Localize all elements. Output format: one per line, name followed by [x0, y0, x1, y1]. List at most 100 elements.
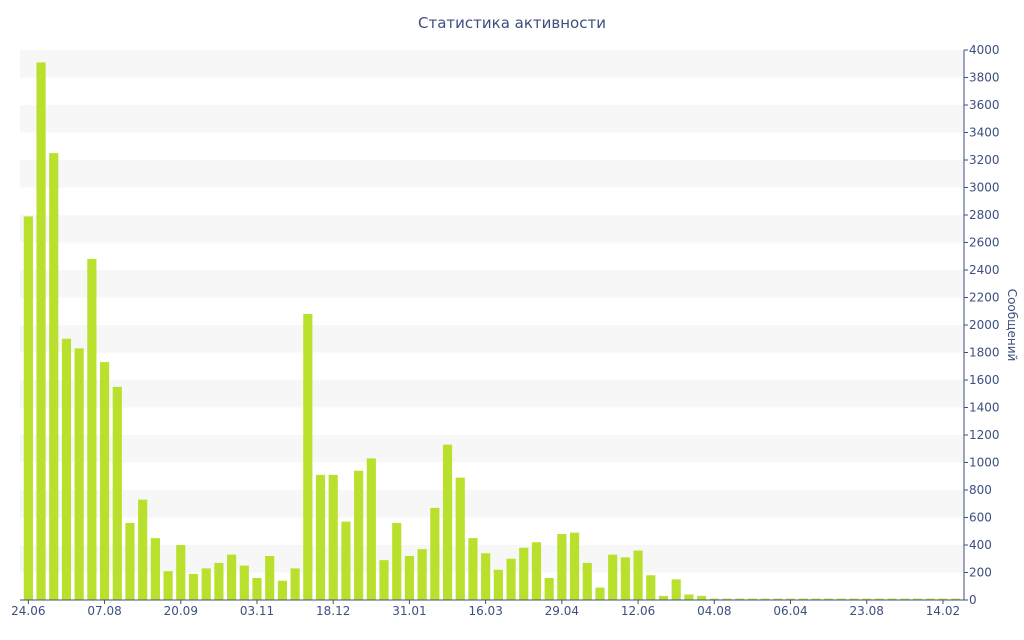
bar[interactable]: [315, 474, 326, 601]
bar[interactable]: [506, 558, 516, 600]
grid-band: [20, 545, 964, 573]
grid-band: [20, 490, 964, 518]
bar[interactable]: [468, 538, 478, 601]
grid-band: [20, 325, 964, 353]
grid-band: [20, 105, 964, 133]
bar[interactable]: [176, 545, 186, 600]
bar[interactable]: [544, 578, 554, 600]
bar[interactable]: [87, 259, 97, 600]
y-tick-label: 3800: [969, 71, 1000, 85]
bar[interactable]: [36, 62, 46, 601]
bar[interactable]: [671, 579, 681, 601]
bar[interactable]: [925, 598, 935, 601]
bar[interactable]: [417, 549, 427, 601]
bar[interactable]: [951, 598, 961, 601]
x-tick-label: 18.12: [316, 604, 350, 618]
bar[interactable]: [760, 598, 770, 601]
bar[interactable]: [392, 523, 402, 600]
bar[interactable]: [277, 580, 287, 600]
bar[interactable]: [519, 547, 529, 600]
bar[interactable]: [227, 554, 237, 601]
bar[interactable]: [620, 557, 630, 601]
bar[interactable]: [61, 338, 72, 600]
bar[interactable]: [569, 532, 580, 601]
bar[interactable]: [163, 571, 173, 601]
bar[interactable]: [862, 598, 872, 601]
bar[interactable]: [201, 568, 211, 601]
bar[interactable]: [188, 573, 199, 601]
bar[interactable]: [481, 553, 491, 600]
bar[interactable]: [874, 598, 885, 601]
bar[interactable]: [303, 314, 313, 600]
bar[interactable]: [328, 474, 338, 601]
bar[interactable]: [557, 534, 567, 600]
bar[interactable]: [709, 598, 719, 601]
grid-band: [20, 270, 964, 298]
bar[interactable]: [354, 470, 364, 600]
bar[interactable]: [722, 598, 732, 601]
bar[interactable]: [735, 598, 745, 601]
x-tick-label: 24.06: [11, 604, 45, 618]
bar[interactable]: [150, 538, 160, 601]
bar[interactable]: [798, 598, 808, 601]
bar[interactable]: [366, 458, 376, 601]
bar[interactable]: [595, 587, 605, 601]
y-tick-label: 1200: [969, 428, 1000, 442]
bar[interactable]: [265, 556, 275, 600]
y-tick-label: 3400: [969, 126, 1000, 140]
bar[interactable]: [697, 595, 707, 601]
x-tick-label: 07.08: [87, 604, 121, 618]
y-tick-label: 1600: [969, 373, 1000, 387]
bar[interactable]: [125, 523, 135, 600]
grid-band: [20, 435, 964, 463]
grid-band: [20, 215, 964, 243]
bar[interactable]: [99, 362, 110, 601]
bar[interactable]: [582, 562, 592, 601]
bar[interactable]: [531, 542, 542, 600]
bar[interactable]: [900, 598, 910, 601]
bar[interactable]: [341, 521, 351, 601]
bar[interactable]: [112, 386, 122, 601]
bar[interactable]: [836, 598, 846, 601]
bar[interactable]: [49, 153, 59, 601]
y-tick-label: 1000: [969, 456, 1000, 470]
bar[interactable]: [658, 595, 669, 601]
bar[interactable]: [493, 569, 503, 600]
bar[interactable]: [684, 594, 694, 601]
bar[interactable]: [633, 550, 643, 601]
y-tick-label: 3200: [969, 153, 1000, 167]
bar[interactable]: [455, 477, 465, 601]
bar[interactable]: [608, 554, 618, 601]
bar[interactable]: [138, 499, 148, 601]
bar[interactable]: [74, 348, 84, 601]
bar[interactable]: [938, 598, 948, 601]
bar[interactable]: [912, 598, 923, 601]
bar[interactable]: [379, 560, 389, 601]
x-tick-label: 14.02: [926, 604, 960, 618]
bar[interactable]: [747, 598, 757, 601]
grid-band: [20, 160, 964, 188]
bar[interactable]: [773, 598, 783, 601]
bar[interactable]: [887, 598, 897, 601]
bar[interactable]: [785, 598, 796, 601]
grid-band: [20, 50, 964, 78]
bar[interactable]: [849, 598, 859, 601]
y-tick-label: 800: [969, 483, 992, 497]
bar[interactable]: [811, 598, 821, 601]
bars: [23, 62, 961, 601]
bar[interactable]: [404, 556, 415, 600]
bar[interactable]: [646, 575, 656, 600]
bar[interactable]: [214, 562, 224, 601]
y-tick-label: 1400: [969, 401, 1000, 415]
bar[interactable]: [430, 507, 440, 601]
y-tick-label: 400: [969, 538, 992, 552]
bar[interactable]: [23, 216, 33, 601]
bar[interactable]: [252, 578, 262, 600]
bar[interactable]: [239, 565, 249, 601]
bar[interactable]: [824, 598, 834, 601]
bar[interactable]: [290, 568, 300, 601]
y-tick-label: 3000: [969, 181, 1000, 195]
grid-bands: [20, 50, 964, 573]
bar[interactable]: [442, 444, 453, 601]
